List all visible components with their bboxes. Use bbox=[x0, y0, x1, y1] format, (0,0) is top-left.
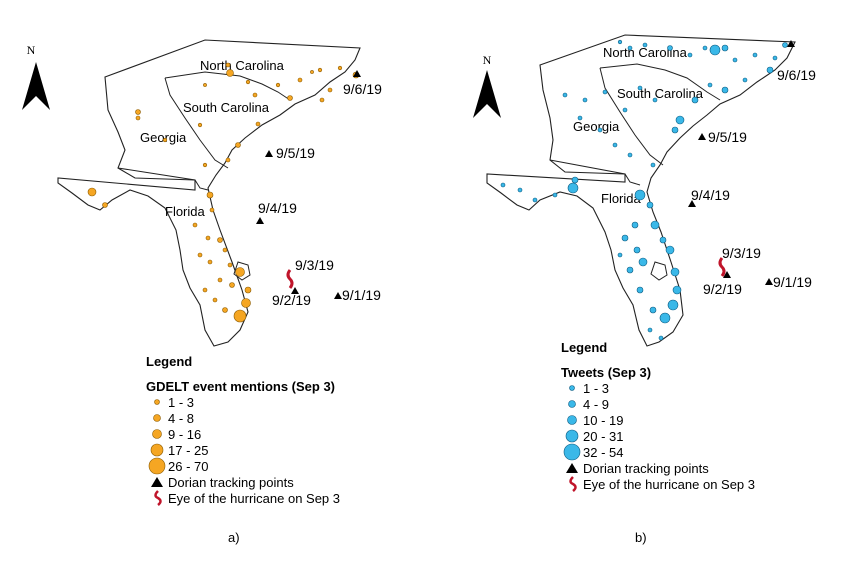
legend-class-4: 20 - 31 bbox=[561, 428, 755, 444]
state-label-nc: North Carolina bbox=[603, 45, 688, 60]
state-label-fl: Florida bbox=[601, 191, 642, 206]
legend-title: Legend bbox=[561, 340, 608, 355]
legend-subtitle: Tweets (Sep 3) bbox=[561, 365, 652, 380]
legend-class-1: 1 - 3 bbox=[146, 394, 340, 410]
triangle-icon bbox=[566, 463, 578, 473]
border-ga-fl bbox=[117, 167, 209, 191]
date-label-0904: 9/4/19 bbox=[258, 200, 297, 216]
map-panel-b: N North Carolina South Carolina Georgia … bbox=[425, 0, 850, 563]
map-a: N North Carolina South Carolina Georgia … bbox=[22, 39, 382, 347]
legend-class-3: 10 - 19 bbox=[561, 412, 755, 428]
track-points bbox=[256, 70, 361, 299]
state-label-nc: North Carolina bbox=[200, 58, 285, 73]
date-label-0905: 9/5/19 bbox=[708, 129, 747, 145]
triangle-icon bbox=[151, 477, 163, 487]
tweet-points bbox=[500, 39, 788, 341]
border-ga-fl bbox=[549, 159, 641, 186]
date-label-0905: 9/5/19 bbox=[276, 145, 315, 161]
legend-class-5: 26 - 70 bbox=[146, 457, 340, 475]
legend-class-2: 4 - 8 bbox=[146, 410, 340, 426]
date-label-0904: 9/4/19 bbox=[691, 187, 730, 203]
hurricane-eye-icon bbox=[718, 257, 726, 277]
north-label: N bbox=[27, 43, 36, 57]
legend-a: Legend GDELT event mentions (Sep 3) 1 - … bbox=[146, 354, 340, 506]
state-label-ga: Georgia bbox=[573, 119, 620, 134]
legend-eye: Eye of the hurricane on Sep 3 bbox=[561, 476, 755, 492]
border-nc-sc bbox=[164, 71, 291, 101]
date-label-0902: 9/2/19 bbox=[703, 281, 742, 297]
legend-track: Dorian tracking points bbox=[561, 460, 755, 476]
hurricane-eye-icon bbox=[286, 269, 294, 289]
legend-title: Legend bbox=[146, 354, 193, 369]
map-b: N North Carolina South Carolina Georgia … bbox=[473, 34, 816, 347]
date-label-0906: 9/6/19 bbox=[777, 67, 816, 83]
border-ga-sc bbox=[164, 77, 229, 169]
date-label-0906: 9/6/19 bbox=[343, 81, 382, 97]
north-label: N bbox=[483, 53, 492, 67]
track-points bbox=[688, 40, 795, 285]
date-label-0903: 9/3/19 bbox=[722, 245, 761, 261]
date-label-0901: 9/1/19 bbox=[342, 287, 381, 303]
hurricane-eye-icon bbox=[154, 490, 162, 506]
border-nc-sc bbox=[599, 63, 721, 101]
legend-class-3: 9 - 16 bbox=[146, 426, 340, 442]
state-label-sc: South Carolina bbox=[183, 100, 270, 115]
legend-class-5: 32 - 54 bbox=[561, 443, 755, 461]
gdelt-points bbox=[87, 62, 360, 323]
date-label-0903: 9/3/19 bbox=[295, 257, 334, 273]
state-label-ga: Georgia bbox=[140, 130, 187, 145]
state-label-fl: Florida bbox=[165, 204, 206, 219]
legend-class-4: 17 - 25 bbox=[146, 442, 340, 458]
date-label-0901: 9/1/19 bbox=[773, 274, 812, 290]
north-arrow-icon bbox=[22, 62, 50, 110]
legend-b: Legend Tweets (Sep 3) 1 - 3 4 - 9 10 - 1… bbox=[561, 340, 755, 492]
legend-class-2: 4 - 9 bbox=[561, 396, 755, 412]
lake-okeechobee bbox=[650, 261, 668, 281]
legend-subtitle: GDELT event mentions (Sep 3) bbox=[146, 379, 336, 394]
north-arrow-icon bbox=[473, 70, 501, 118]
caption-a: a) bbox=[228, 530, 240, 545]
legend-track: Dorian tracking points bbox=[146, 474, 340, 490]
legend-eye: Eye of the hurricane on Sep 3 bbox=[146, 490, 340, 506]
caption-b: b) bbox=[635, 530, 647, 545]
state-label-sc: South Carolina bbox=[617, 86, 704, 101]
hurricane-eye-icon bbox=[569, 476, 577, 492]
map-panel-a: N North Carolina South Carolina Georgia … bbox=[22, 39, 382, 545]
border-ga-sc bbox=[599, 67, 664, 166]
date-label-0902: 9/2/19 bbox=[272, 292, 311, 308]
legend-class-1: 1 - 3 bbox=[561, 380, 755, 396]
